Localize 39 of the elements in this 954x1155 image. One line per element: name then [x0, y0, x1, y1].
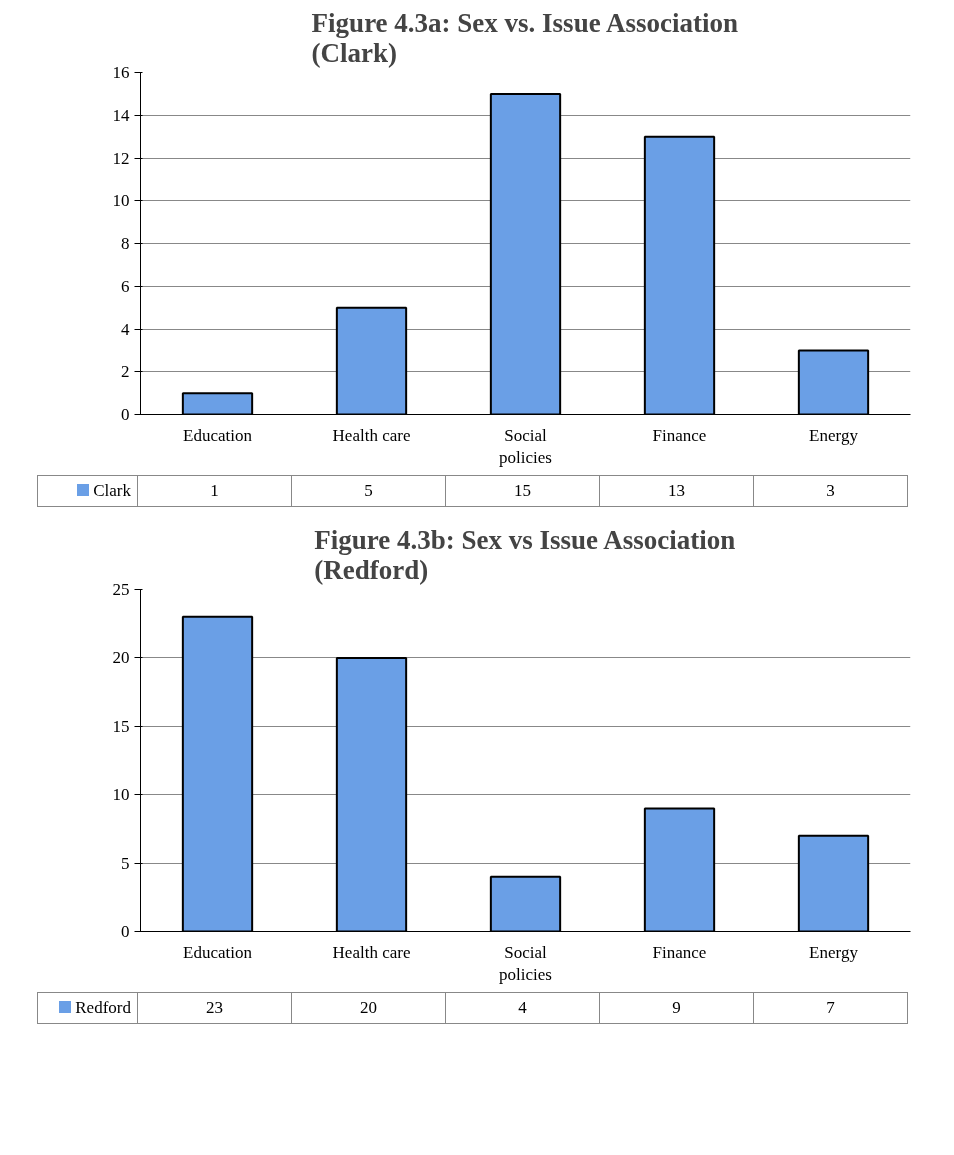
data-label: 15 — [445, 475, 600, 507]
data-label: 9 — [599, 992, 754, 1024]
y-tick-label: 8 — [121, 234, 130, 253]
x-tick-label: Education — [183, 425, 253, 445]
y-tick-label: 20 — [112, 648, 130, 668]
y-tick-label: 4 — [121, 319, 130, 339]
x-tick-label: Finance — [652, 942, 707, 962]
data-label: 20 — [291, 992, 446, 1024]
x-tick-label: Health care — [332, 942, 411, 962]
y-tick-label: 12 — [112, 148, 130, 168]
data-label: 7 — [753, 992, 908, 1024]
y-tick-label: 0 — [121, 922, 130, 942]
chart-title: Figure 4.3a: Sex vs. Issue Association (Clark) — [311, 7, 738, 68]
legend-label: Clark — [37, 475, 138, 507]
y-tick-label: 10 — [112, 191, 130, 211]
legend-label: Redford — [37, 992, 138, 1024]
y-tick-label: 15 — [112, 716, 130, 736]
data-label: 13 — [599, 475, 754, 507]
x-tick-label: Energy — [809, 942, 859, 962]
x-tick-label: Social policies — [499, 942, 552, 985]
x-tick-label: Energy — [809, 425, 859, 445]
y-tick-label: 0 — [121, 405, 130, 424]
data-label: 4 — [445, 992, 600, 1024]
data-label: 23 — [137, 992, 292, 1024]
data-label: 1 — [137, 475, 292, 507]
x-tick-label: Social policies — [499, 425, 552, 468]
y-tick-label: 16 — [112, 63, 130, 82]
y-tick-label: 5 — [121, 853, 130, 873]
data-label: 5 — [291, 475, 446, 507]
y-tick-label: 10 — [112, 785, 130, 805]
y-tick-label: 14 — [112, 105, 130, 125]
x-tick-label: Education — [183, 942, 253, 962]
data-label: 3 — [753, 475, 908, 507]
x-tick-label: Finance — [652, 425, 707, 445]
y-tick-label: 2 — [121, 362, 130, 382]
y-tick-label: 25 — [112, 580, 130, 600]
x-tick-label: Health care — [332, 425, 411, 445]
y-tick-label: 6 — [121, 276, 130, 296]
chart-title: Figure 4.3b: Sex vs Issue Association (Redford) — [314, 524, 736, 585]
